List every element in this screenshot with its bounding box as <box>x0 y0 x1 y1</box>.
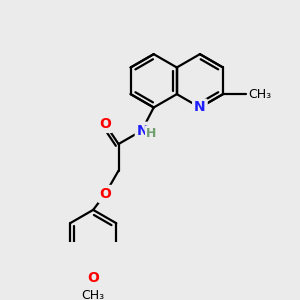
Text: O: O <box>99 117 111 131</box>
Text: H: H <box>146 127 157 140</box>
Text: O: O <box>99 187 111 201</box>
Text: O: O <box>87 271 99 285</box>
Text: N: N <box>194 100 206 115</box>
Text: CH₃: CH₃ <box>82 289 105 300</box>
Text: CH₃: CH₃ <box>248 88 271 100</box>
Text: N: N <box>137 124 148 138</box>
